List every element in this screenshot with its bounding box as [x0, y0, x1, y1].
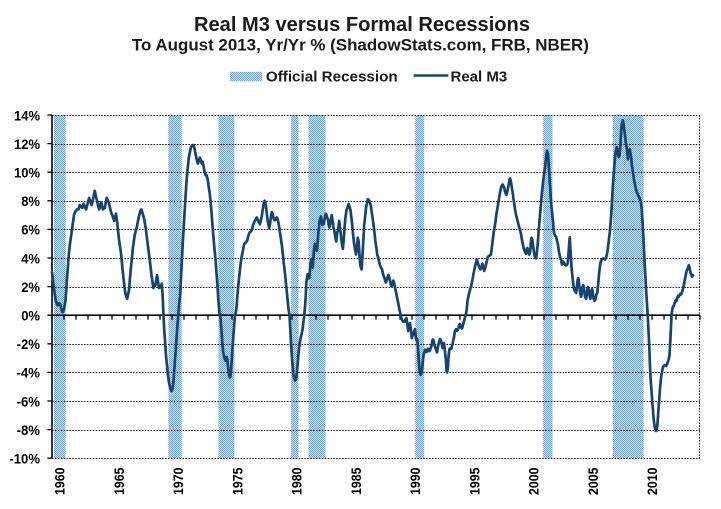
- svg-text:1965: 1965: [112, 467, 127, 495]
- svg-text:1970: 1970: [171, 467, 186, 495]
- svg-text:10%: 10%: [14, 166, 40, 181]
- svg-text:0%: 0%: [21, 309, 40, 324]
- svg-text:-8%: -8%: [17, 423, 40, 438]
- svg-text:2010: 2010: [645, 467, 660, 495]
- svg-text:14%: 14%: [14, 108, 40, 123]
- svg-text:12%: 12%: [14, 137, 40, 152]
- svg-text:2005: 2005: [586, 467, 601, 495]
- svg-text:1975: 1975: [230, 467, 245, 495]
- svg-text:-10%: -10%: [9, 452, 40, 467]
- svg-text:8%: 8%: [21, 194, 40, 209]
- svg-text:6%: 6%: [21, 223, 40, 238]
- svg-text:1995: 1995: [467, 467, 482, 495]
- svg-text:1990: 1990: [408, 467, 423, 495]
- svg-text:-2%: -2%: [17, 337, 40, 352]
- svg-text:-6%: -6%: [17, 394, 40, 409]
- svg-text:1960: 1960: [53, 467, 68, 495]
- svg-text:2000: 2000: [527, 467, 542, 495]
- svg-text:1980: 1980: [290, 467, 305, 495]
- svg-text:4%: 4%: [21, 251, 40, 266]
- svg-text:2%: 2%: [21, 280, 40, 295]
- svg-text:Real M3 versus Formal Recessio: Real M3 versus Formal Recessions: [194, 14, 530, 36]
- svg-text:To August 2013, Yr/Yr % (Shado: To August 2013, Yr/Yr % (ShadowStats.com…: [132, 37, 589, 55]
- svg-text:1985: 1985: [349, 467, 364, 495]
- svg-text:-4%: -4%: [17, 366, 40, 381]
- svg-text:Official Recession: Official Recession: [266, 70, 398, 86]
- svg-text:Real M3: Real M3: [451, 69, 508, 86]
